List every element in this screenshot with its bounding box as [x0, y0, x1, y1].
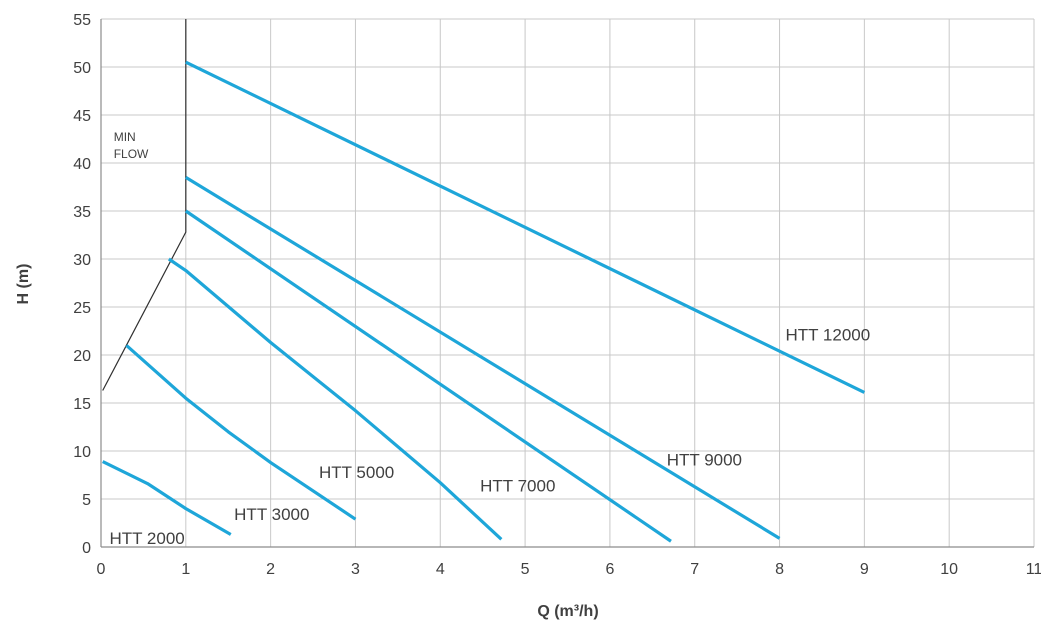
curve-htt-5000 [167, 257, 503, 541]
x-tick-label-10: 10 [940, 561, 958, 578]
y-tick-label-10: 10 [73, 444, 91, 461]
x-axis-title: Q (m³/h) [537, 603, 598, 620]
x-tick-label-5: 5 [521, 561, 530, 578]
x-tick-label-9: 9 [860, 561, 869, 578]
y-tick-label-35: 35 [73, 204, 91, 221]
series-labels: HTT 2000 HTT 3000 HTT 5000 HTT 7000 HTT 9000… [109, 326, 870, 549]
grid [101, 18, 1035, 547]
x-tick-label-1: 1 [181, 561, 190, 578]
y-tick-label-55: 55 [73, 12, 91, 29]
label-htt-12000: HTT 12000 [785, 326, 870, 345]
y-tick-label-45: 45 [73, 108, 91, 125]
curve-htt-12000 [185, 60, 866, 394]
curve-htt-7000 [184, 209, 672, 543]
min-flow-line [102, 19, 187, 391]
label-htt-9000: HTT 9000 [667, 450, 742, 469]
x-tick-label-2: 2 [266, 561, 275, 578]
label-htt-3000: HTT 3000 [234, 505, 309, 524]
curve-htt-3000 [125, 344, 357, 521]
pump-curves [101, 60, 866, 543]
axes [100, 19, 1034, 548]
y-tick-label-25: 25 [73, 300, 91, 317]
y-tick-label-20: 20 [73, 348, 91, 365]
x-tick-label-7: 7 [690, 561, 699, 578]
curve-htt-2000 [101, 460, 232, 536]
y-tick-label-5: 5 [82, 492, 91, 509]
label-htt-2000: HTT 2000 [109, 529, 184, 548]
x-tick-label-11: 11 [1026, 561, 1041, 578]
min-flow-label-line-1: MIN [114, 130, 136, 144]
y-tick-label-0: 0 [82, 540, 91, 557]
x-tick-label-8: 8 [775, 561, 784, 578]
x-tick-label-0: 0 [97, 561, 106, 578]
label-htt-7000: HTT 7000 [480, 476, 555, 495]
x-tick-label-3: 3 [351, 561, 360, 578]
y-tick-label-50: 50 [73, 60, 91, 77]
y-tick-label-30: 30 [73, 252, 91, 269]
min-flow-label-line-2: FLOW [114, 147, 149, 161]
x-tick-label-4: 4 [436, 561, 445, 578]
curve-htt-9000 [184, 176, 781, 540]
x-tick-label-6: 6 [605, 561, 614, 578]
y-axis-title: H (m) [15, 264, 32, 305]
min-flow-limit: MIN FLOW [102, 19, 187, 391]
label-htt-5000: HTT 5000 [319, 463, 394, 482]
y-tick-label-15: 15 [73, 396, 91, 413]
y-tick-label-40: 40 [73, 156, 91, 173]
